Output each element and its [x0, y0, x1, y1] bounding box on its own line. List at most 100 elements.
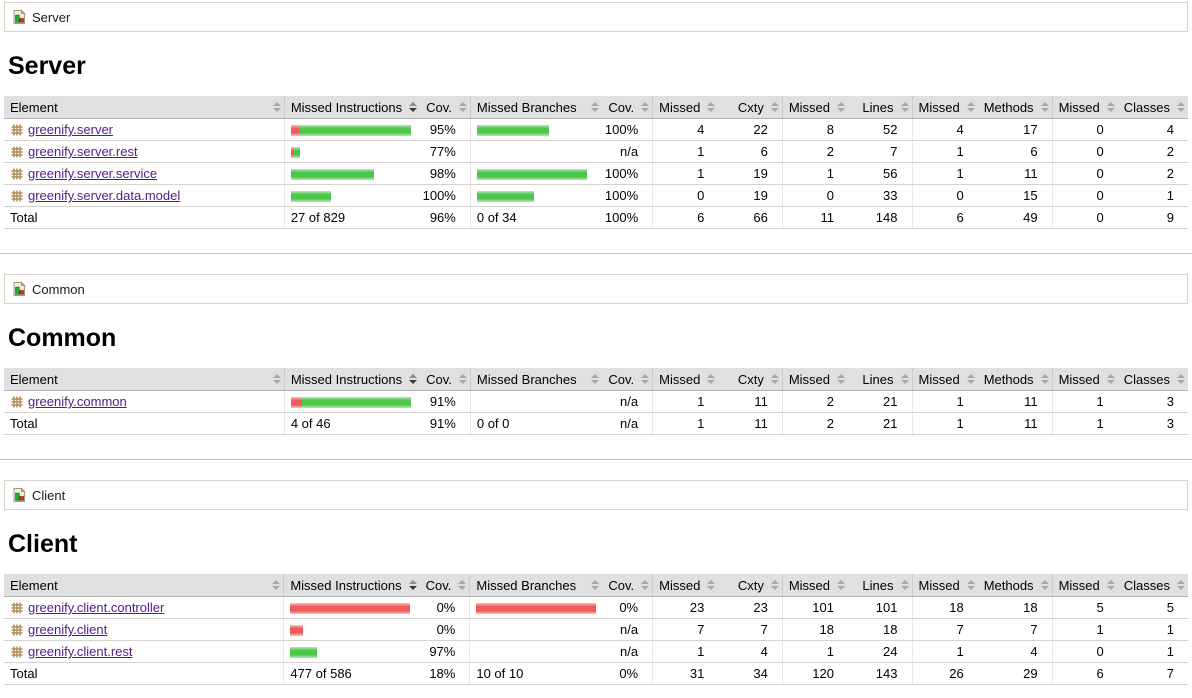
column-header-label: Element: [10, 100, 58, 115]
total-missed-count-cell: 1: [1051, 412, 1118, 435]
sort-icon: [409, 102, 418, 112]
column-header-missed-7[interactable]: Missed: [781, 368, 848, 391]
missed-branches-bar-cell: [469, 118, 603, 141]
column-header-element-0[interactable]: Element: [4, 574, 284, 597]
coverage-table: Element Missed Instructions Cov. Missed Bra…: [4, 96, 1188, 229]
java-package-icon: [11, 624, 23, 636]
column-header-label: Cov.: [608, 578, 635, 593]
coverage-table-head: Element Missed Instructions Cov. Missed Bra…: [4, 368, 1188, 391]
coverage-bar-red-segment: [290, 625, 304, 637]
column-header-cov-2[interactable]: Cov.: [420, 368, 471, 391]
coverage-bar-green-segment: [476, 125, 549, 137]
column-header-missed-branches-3[interactable]: Missed Branches: [469, 574, 603, 597]
element-cell: greenify.server: [4, 118, 285, 141]
missed-count-cell: 0: [1051, 118, 1118, 141]
column-header-classes-12[interactable]: Classes: [1117, 368, 1188, 391]
column-header-methods-10[interactable]: Methods: [977, 96, 1053, 119]
total-branch-coverage-cell: n/a: [602, 412, 653, 435]
java-package-icon: [11, 602, 23, 614]
missed-count-cell: 8: [781, 118, 848, 141]
package-link[interactable]: greenify.common: [28, 394, 127, 409]
breadcrumb-label: Common: [32, 281, 85, 297]
total-count-cell: 7: [718, 618, 783, 641]
column-header-missed-branches-3[interactable]: Missed Branches: [469, 96, 603, 119]
element-cell: greenify.server.rest: [4, 140, 285, 163]
column-header-cov-2[interactable]: Cov.: [419, 574, 470, 597]
column-header-missed-11[interactable]: Missed: [1051, 368, 1118, 391]
column-header-missed-11[interactable]: Missed: [1051, 96, 1118, 119]
section-title: Client: [8, 530, 78, 558]
coverage-table-body: greenify.common 91% n/a 1 11 2 21 1 11 1 3: [4, 390, 1188, 413]
column-header-missed-9[interactable]: Missed: [911, 96, 978, 119]
package-link[interactable]: greenify.server.rest: [28, 144, 138, 159]
package-link[interactable]: greenify.client.rest: [28, 644, 133, 659]
missed-count-cell: 1: [652, 390, 719, 413]
column-header-label: Missed: [918, 372, 960, 387]
column-header-label: Missed Instructions: [290, 100, 403, 115]
total-count-cell: 11: [977, 390, 1053, 413]
total-instructions-cell: 4 of 46: [283, 412, 421, 435]
column-header-missed-9[interactable]: Missed: [911, 368, 978, 391]
coverage-bar-green-segment: [290, 191, 331, 203]
column-header-lines-8[interactable]: Lines: [848, 96, 912, 119]
sort-icon: [591, 580, 600, 590]
missed-count-cell: 0: [781, 184, 848, 207]
total-count-cell: 21: [848, 412, 912, 435]
sort-icon: [1177, 580, 1185, 590]
total-missed-count-cell: 6: [911, 206, 978, 229]
column-header-methods-10[interactable]: Methods: [977, 368, 1053, 391]
total-count-cell: 7: [1117, 662, 1188, 685]
column-header-missed-9[interactable]: Missed: [911, 574, 978, 597]
column-header-cov-2[interactable]: Cov.: [420, 96, 471, 119]
total-count-cell: 56: [848, 162, 912, 185]
column-header-missed-instructions-1[interactable]: Missed Instructions: [283, 368, 421, 391]
column-header-lines-8[interactable]: Lines: [848, 574, 912, 597]
column-header-element-0[interactable]: Element: [4, 368, 285, 391]
column-header-cov-4[interactable]: Cov.: [602, 368, 653, 391]
column-header-missed-5[interactable]: Missed: [652, 96, 719, 119]
column-header-missed-7[interactable]: Missed: [781, 96, 848, 119]
total-label-cell: Total: [4, 206, 285, 229]
column-header-missed-11[interactable]: Missed: [1051, 574, 1118, 597]
java-package-icon: [11, 646, 23, 658]
column-header-label: Missed: [788, 372, 830, 387]
package-link[interactable]: greenify.client: [28, 622, 108, 637]
sort-icon: [458, 374, 467, 384]
column-header-lines-8[interactable]: Lines: [848, 368, 912, 391]
column-header-cov-4[interactable]: Cov.: [602, 574, 653, 597]
column-header-missed-5[interactable]: Missed: [652, 574, 719, 597]
column-header-methods-10[interactable]: Methods: [977, 574, 1053, 597]
column-header-missed-instructions-1[interactable]: Missed Instructions: [283, 574, 420, 597]
sort-icon: [1106, 102, 1115, 112]
missed-branches-bar-cell: [469, 618, 603, 641]
column-header-missed-5[interactable]: Missed: [652, 368, 719, 391]
missed-count-cell: 5: [1051, 596, 1118, 619]
package-link[interactable]: greenify.server.data.model: [28, 188, 181, 203]
total-count-cell: 33: [848, 184, 912, 207]
column-header-classes-12[interactable]: Classes: [1117, 96, 1188, 119]
missed-count-cell: 1: [911, 640, 978, 663]
column-header-missed-7[interactable]: Missed: [781, 574, 848, 597]
column-header-label: Lines: [862, 100, 894, 115]
column-header-label: Missed: [1058, 100, 1100, 115]
column-header-cov-4[interactable]: Cov.: [602, 96, 653, 119]
missed-instructions-bar-cell: [283, 162, 421, 185]
total-branches-cell: 0 of 0: [469, 412, 603, 435]
column-header-label: Cov.: [426, 100, 452, 115]
missed-count-cell: 1: [911, 140, 978, 163]
column-header-cxty-6[interactable]: Cxty: [718, 574, 783, 597]
breadcrumb: Server: [4, 2, 1188, 32]
column-header-cxty-6[interactable]: Cxty: [718, 368, 783, 391]
column-header-label: Missed Instructions: [290, 578, 402, 593]
column-header-missed-branches-3[interactable]: Missed Branches: [469, 368, 603, 391]
package-link[interactable]: greenify.client.controller: [28, 600, 165, 615]
column-header-missed-instructions-1[interactable]: Missed Instructions: [283, 96, 421, 119]
package-link[interactable]: greenify.server: [28, 122, 114, 137]
package-link[interactable]: greenify.server.service: [28, 166, 158, 181]
column-header-cxty-6[interactable]: Cxty: [718, 96, 783, 119]
column-header-element-0[interactable]: Element: [4, 96, 285, 119]
sort-icon: [966, 580, 975, 590]
total-instruction-coverage-cell: 96%: [420, 206, 471, 229]
column-header-classes-12[interactable]: Classes: [1117, 574, 1188, 597]
missed-count-cell: 1: [781, 640, 848, 663]
